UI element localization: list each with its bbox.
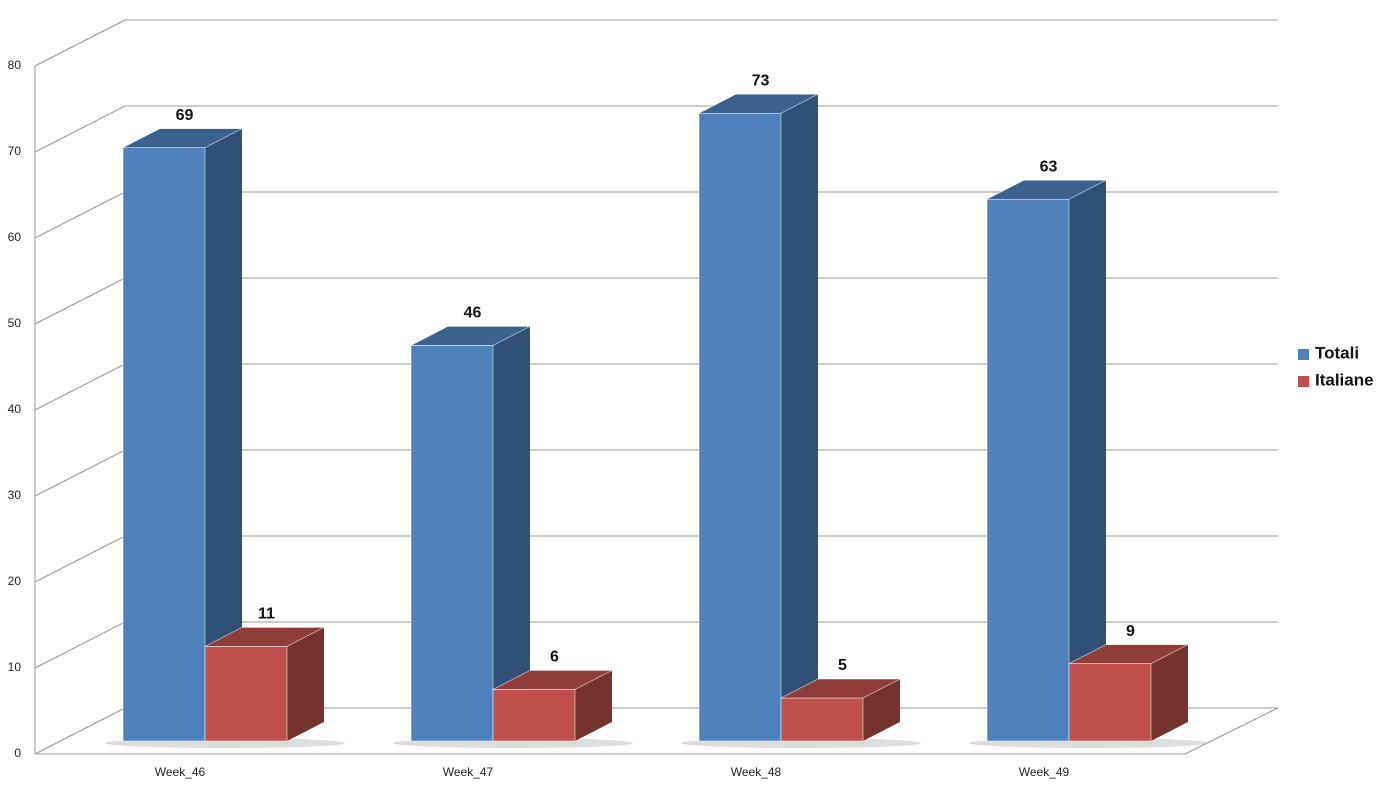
x-tick-label: Week_46 (155, 765, 206, 779)
y-tick-label: 20 (8, 574, 22, 588)
bar-side (781, 94, 818, 741)
data-label: 69 (176, 107, 194, 124)
bar-top (410, 326, 531, 346)
y-tick-label: 10 (8, 660, 22, 674)
data-label: 9 (1126, 623, 1135, 640)
y-tick-label: 40 (8, 402, 22, 416)
bar-side (1069, 180, 1106, 741)
bar-front (698, 112, 782, 742)
bar (492, 670, 613, 742)
bar-top (780, 678, 901, 699)
grid-line (34, 105, 126, 153)
x-tick-label: Week_47 (443, 765, 494, 779)
bar-front (986, 198, 1070, 742)
y-tick-label: 0 (14, 746, 21, 760)
grid-line (34, 277, 126, 325)
y-tick-label: 70 (8, 144, 22, 158)
bar-front (122, 147, 206, 742)
y-tick-label: 60 (8, 230, 22, 244)
grid-line (34, 621, 126, 669)
legend-label: Totali (1315, 343, 1359, 362)
x-tick-label: Week_48 (731, 765, 782, 779)
bar-top (204, 627, 325, 647)
data-label: 63 (1040, 158, 1058, 175)
bar (204, 627, 325, 742)
data-label: 73 (752, 72, 770, 89)
grid-line (34, 19, 126, 67)
y-tick-label: 50 (8, 316, 22, 330)
grid-line (34, 191, 126, 239)
legend-swatch (1298, 349, 1309, 360)
bar-side (1151, 644, 1188, 741)
data-label: 5 (838, 657, 847, 674)
bar-top (986, 179, 1107, 200)
data-label: 6 (550, 649, 559, 666)
bar-side (205, 128, 242, 742)
bar-front (492, 689, 576, 742)
y-tick-label: 80 (8, 58, 22, 72)
bar (1068, 644, 1189, 742)
x-tick-label: Week_49 (1019, 765, 1070, 779)
bar-side (493, 326, 530, 741)
bar-top (698, 93, 819, 114)
bar-front (780, 697, 864, 742)
bar-side (863, 679, 900, 741)
data-label: 11 (258, 606, 275, 623)
bar-top (122, 128, 243, 148)
grid-line (34, 707, 126, 755)
grid-line (34, 449, 126, 497)
bar-front (410, 345, 494, 742)
legend-swatch (1298, 376, 1309, 387)
bar-front (204, 646, 288, 742)
axis-line (1184, 707, 1279, 755)
bar (986, 179, 1107, 742)
bar-top (492, 670, 613, 690)
data-label: 46 (464, 305, 482, 322)
bar (780, 678, 901, 742)
legend-label: Italiane (1315, 370, 1374, 389)
grid-line (34, 363, 126, 411)
grid-line (34, 535, 126, 583)
bar-top (1068, 644, 1189, 664)
bar-side (575, 670, 612, 741)
bar (410, 326, 531, 742)
bar-side (287, 627, 324, 741)
bar (122, 128, 243, 742)
bar (698, 93, 819, 742)
bar-front (1068, 663, 1152, 742)
y-tick-label: 30 (8, 488, 22, 502)
